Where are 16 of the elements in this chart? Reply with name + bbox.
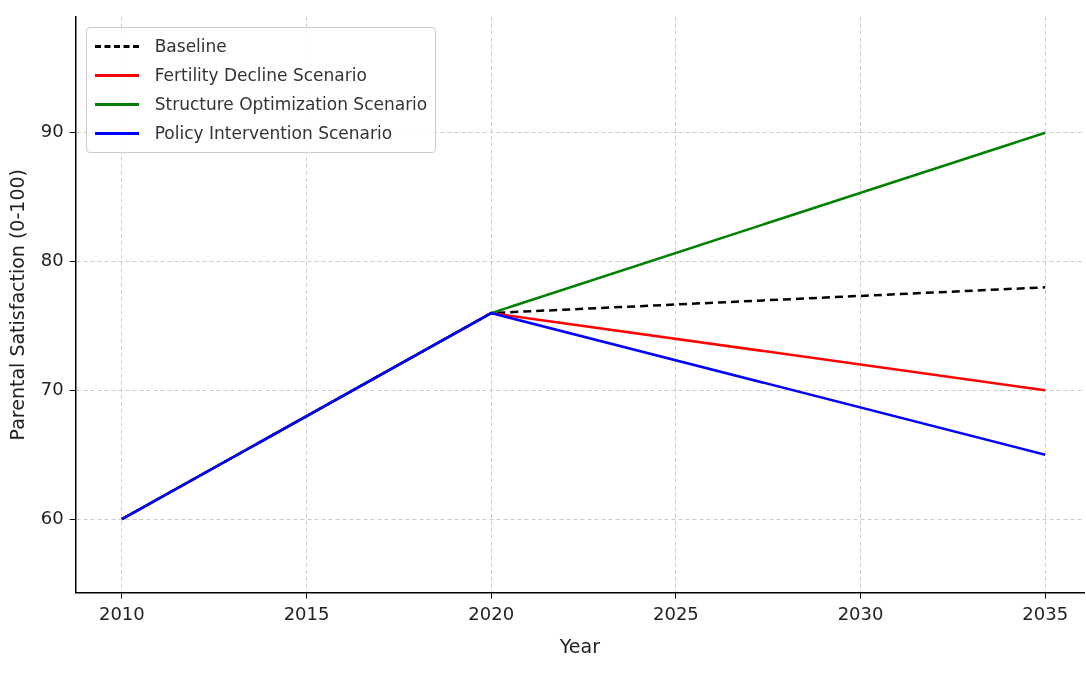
x-tick-label: 2020: [468, 603, 515, 625]
y-tick-label: 60: [40, 506, 64, 528]
x-tick-label: 2035: [1022, 603, 1069, 625]
legend-label: Fertility Decline Scenario: [154, 65, 367, 86]
y-tick-label: 80: [40, 249, 64, 271]
x-tick-label: 2030: [837, 603, 884, 625]
y-tick-label: 90: [40, 120, 64, 142]
legend-label: Policy Intervention Scenario: [154, 123, 393, 144]
y-tick-label: 70: [40, 378, 64, 400]
y-axis-title: Parental Satisfaction (0-100): [6, 169, 29, 441]
x-tick-label: 2010: [98, 603, 145, 625]
x-tick-label: 2025: [652, 603, 699, 625]
legend-label: Baseline: [154, 36, 227, 57]
x-axis-title: Year: [558, 634, 601, 657]
legend-label: Structure Optimization Scenario: [154, 94, 428, 115]
x-tick-label: 2015: [283, 603, 330, 625]
